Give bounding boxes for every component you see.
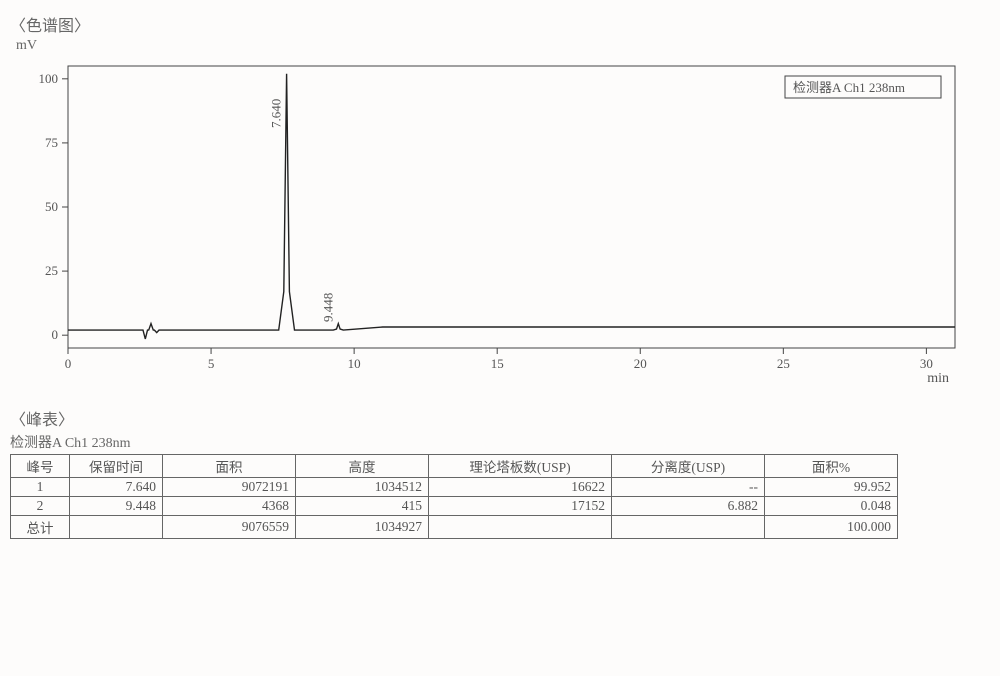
svg-text:10: 10	[348, 356, 361, 371]
svg-text:25: 25	[777, 356, 790, 371]
svg-text:7.640: 7.640	[269, 99, 284, 128]
chromatogram-chart: 0 25 50 75 100 0 5 10 15 20 25 30min 检测器A Ch1 238nm 7…	[10, 58, 970, 388]
table-row: 29.4484368415171526.8820.048	[11, 497, 898, 516]
col-area: 面积	[163, 455, 296, 478]
table-section-title: 〈峰表〉	[10, 406, 990, 430]
col-height: 高度	[296, 455, 429, 478]
col-plates: 理论塔板数(USP)	[429, 455, 612, 478]
chart-section-title: 〈色谱图〉	[10, 12, 990, 36]
svg-text:100: 100	[39, 71, 59, 86]
svg-text:30: 30	[920, 356, 933, 371]
svg-text:min: min	[927, 371, 949, 386]
svg-text:50: 50	[45, 199, 58, 214]
table-row: 17.6409072191103451216622--99.952	[11, 478, 898, 497]
table-subtitle: 检测器A Ch1 238nm	[10, 432, 990, 452]
col-peak-no: 峰号	[11, 455, 70, 478]
peak-table-section: 〈峰表〉 检测器A Ch1 238nm 峰号 保留时间 面积 高度 理论塔板数(…	[10, 406, 990, 539]
svg-text:5: 5	[208, 356, 215, 371]
svg-text:检测器A Ch1 238nm: 检测器A Ch1 238nm	[793, 80, 905, 95]
col-rt: 保留时间	[70, 455, 163, 478]
svg-text:9.448: 9.448	[320, 293, 335, 322]
svg-text:20: 20	[634, 356, 647, 371]
table-header-row: 峰号 保留时间 面积 高度 理论塔板数(USP) 分离度(USP) 面积%	[11, 455, 898, 478]
col-resolution: 分离度(USP)	[612, 455, 765, 478]
svg-text:75: 75	[45, 135, 58, 150]
svg-text:15: 15	[491, 356, 504, 371]
col-area-pct: 面积%	[765, 455, 898, 478]
svg-text:0: 0	[52, 327, 59, 342]
svg-text:25: 25	[45, 263, 58, 278]
svg-text:0: 0	[65, 356, 72, 371]
peak-table: 峰号 保留时间 面积 高度 理论塔板数(USP) 分离度(USP) 面积% 17…	[10, 454, 898, 539]
y-axis-unit: mV	[16, 38, 990, 54]
table-total-row: 总计90765591034927100.000	[11, 516, 898, 539]
